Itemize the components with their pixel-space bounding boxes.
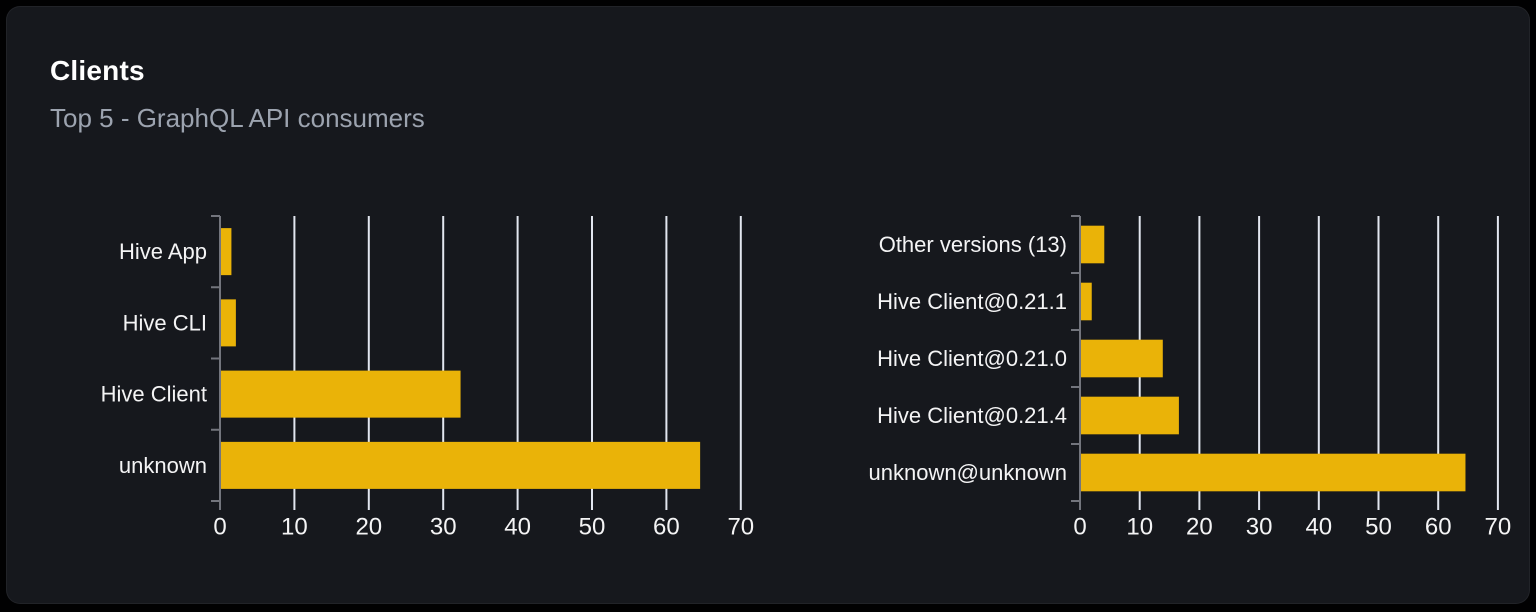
- x-tick-label-50: 50: [579, 514, 606, 541]
- category-label-hive-client: Hive Client: [101, 382, 207, 407]
- x-tick-label-60: 60: [1425, 514, 1452, 541]
- clients-by-name-bar-chart: Hive App Hive CLI Hive Client unknown 0 10 20 3…: [7, 192, 775, 572]
- category-label-unknown-unknown: unknown@unknown: [869, 460, 1067, 485]
- x-tick-label-30: 30: [430, 514, 457, 541]
- category-label-hive-app: Hive App: [119, 239, 207, 264]
- bar-hive-client[interactable]: [221, 370, 461, 418]
- clients-by-version-chart-svg: Other versions (13) Hive Client@0.21.1 Hiv…: [869, 215, 1512, 541]
- bar-hive-cli[interactable]: [221, 299, 236, 347]
- x-tick-label-10: 10: [1126, 514, 1153, 541]
- x-tick-label-0: 0: [1073, 514, 1086, 541]
- bar-unknown[interactable]: [221, 441, 701, 489]
- x-tick-label-40: 40: [1305, 514, 1332, 541]
- x-tick-label-20: 20: [355, 514, 382, 541]
- x-tick-label-60: 60: [653, 514, 680, 541]
- x-tick-label-30: 30: [1246, 514, 1273, 541]
- category-label-unknown: unknown: [119, 453, 207, 478]
- x-tick-label-50: 50: [1365, 514, 1392, 541]
- card-title: Clients: [50, 55, 145, 86]
- card-header: Clients Top 5 - GraphQL API consumers: [50, 55, 425, 134]
- category-label-hive-client-0-21-0: Hive Client@0.21.0: [877, 346, 1067, 371]
- card-subtitle: Top 5 - GraphQL API consumers: [50, 103, 425, 133]
- charts-row: Hive App Hive CLI Hive Client unknown 0 10 20 3…: [7, 192, 1536, 572]
- x-tick-label-10: 10: [281, 514, 308, 541]
- bar-unknown-unknown[interactable]: [1081, 453, 1466, 492]
- clients-by-version-bar-chart: Other versions (13) Hive Client@0.21.1 Hiv…: [775, 192, 1536, 572]
- bar-hive-client-0-21-1[interactable]: [1081, 282, 1092, 321]
- category-label-other-versions-13: Other versions (13): [879, 232, 1067, 257]
- bar-hive-client-0-21-0[interactable]: [1081, 339, 1163, 378]
- bar-other-versions-13[interactable]: [1081, 225, 1105, 264]
- x-tick-label-70: 70: [727, 514, 754, 541]
- x-tick-label-40: 40: [504, 514, 531, 541]
- x-tick-label-20: 20: [1186, 514, 1213, 541]
- bar-hive-app[interactable]: [221, 228, 232, 276]
- clients-card: Clients Top 5 - GraphQL API consumers Hi…: [6, 6, 1530, 604]
- clients-by-name-chart-svg: Hive App Hive CLI Hive Client unknown 0 10 20 3…: [101, 215, 754, 541]
- category-label-hive-client-0-21-4: Hive Client@0.21.4: [877, 403, 1067, 428]
- category-label-hive-client-0-21-1: Hive Client@0.21.1: [877, 289, 1067, 314]
- x-tick-label-70: 70: [1485, 514, 1512, 541]
- category-label-hive-cli: Hive CLI: [123, 310, 207, 335]
- bar-hive-client-0-21-4[interactable]: [1081, 396, 1179, 435]
- x-tick-label-0: 0: [213, 514, 226, 541]
